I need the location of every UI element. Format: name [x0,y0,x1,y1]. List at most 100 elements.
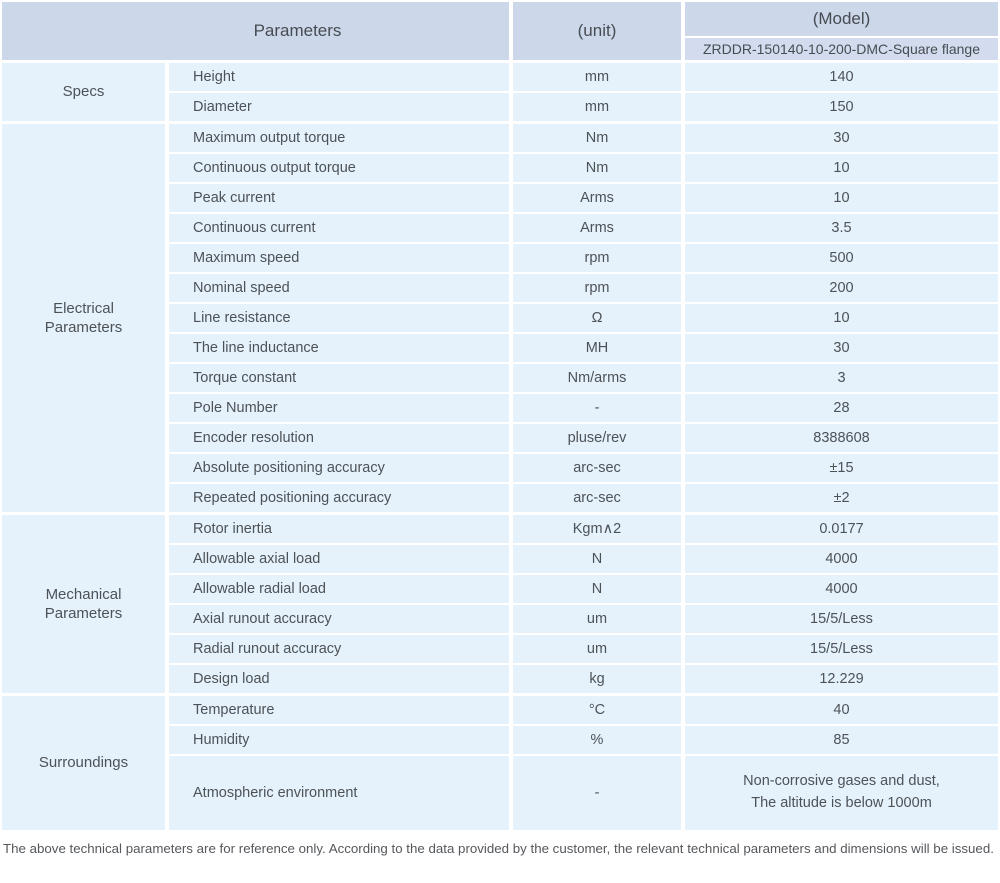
param-value-cell: 15/5/Less [685,605,998,633]
param-value-cell: 3.5 [685,214,998,242]
section-rows: Rotor inertia Kgm∧2 0.0177 Allowable axi… [169,515,998,693]
param-name-cell: Atmospheric environment [169,756,509,830]
param-name-cell: Continuous current [169,214,509,242]
param-name-cell: Rotor inertia [169,515,509,543]
param-value-cell: 12.229 [685,665,998,693]
param-unit-cell: rpm [513,274,681,302]
param-name-cell: Design load [169,665,509,693]
param-unit-cell: rpm [513,244,681,272]
section-electrical-parameters: Electrical Parameters Maximum output tor… [2,124,998,512]
param-name-cell: Allowable axial load [169,545,509,573]
param-value-cell: 140 [685,63,998,91]
param-value-cell: 10 [685,154,998,182]
param-unit-cell: mm [513,63,681,91]
param-name-cell: Absolute positioning accuracy [169,454,509,482]
param-unit-cell: Arms [513,214,681,242]
table-row: Temperature °C 40 [169,696,998,724]
model-subheader: ZRDDR-150140-10-200-DMC-Square flange [685,38,998,60]
param-name-cell: Torque constant [169,364,509,392]
table-row: Radial runout accuracy um 15/5/Less [169,635,998,663]
param-unit-cell: - [513,756,681,830]
param-value-cell: 40 [685,696,998,724]
param-name-cell: Diameter [169,93,509,121]
footer-note: The above technical parameters are for r… [3,841,994,856]
section-label: Electrical Parameters [2,124,165,512]
param-unit-cell: - [513,394,681,422]
table-row: Axial runout accuracy um 15/5/Less [169,605,998,633]
param-unit-cell: Nm [513,154,681,182]
param-value-cell: ±2 [685,484,998,512]
param-unit-cell: Nm/arms [513,364,681,392]
param-unit-cell: um [513,605,681,633]
param-unit-cell: N [513,575,681,603]
section-label: Mechanical Parameters [2,515,165,693]
table-row: Continuous current Arms 3.5 [169,214,998,242]
param-unit-cell: mm [513,93,681,121]
param-value-cell: 4000 [685,575,998,603]
table-row: Absolute positioning accuracy arc-sec ±1… [169,454,998,482]
table-row: Maximum speed rpm 500 [169,244,998,272]
param-unit-cell: Ω [513,304,681,332]
param-unit-cell: um [513,635,681,663]
param-value-cell: 0.0177 [685,515,998,543]
table-row: Peak current Arms 10 [169,184,998,212]
table-row: Continuous output torque Nm 10 [169,154,998,182]
param-value-cell: 30 [685,124,998,152]
table-header: Parameters (unit) (Model) ZRDDR-150140-1… [2,2,998,60]
param-unit-cell: Kgm∧2 [513,515,681,543]
param-name-cell: Nominal speed [169,274,509,302]
table-row: Torque constant Nm/arms 3 [169,364,998,392]
value-line: The altitude is below 1000m [751,795,932,811]
section-rows: Height mm 140 Diameter mm 150 [169,63,998,121]
param-name-cell: Maximum speed [169,244,509,272]
param-value-cell: 15/5/Less [685,635,998,663]
param-value-cell: 4000 [685,545,998,573]
param-name-cell: Axial runout accuracy [169,605,509,633]
table-row: Height mm 140 [169,63,998,91]
param-name-cell: Repeated positioning accuracy [169,484,509,512]
param-value-cell: 30 [685,334,998,362]
param-value-cell: 200 [685,274,998,302]
param-name-cell: The line inductance [169,334,509,362]
param-name-cell: Temperature [169,696,509,724]
param-unit-cell: kg [513,665,681,693]
table-row: Repeated positioning accuracy arc-sec ±2 [169,484,998,512]
table-row: Allowable axial load N 4000 [169,545,998,573]
section-label: Surroundings [2,696,165,830]
param-name-cell: Height [169,63,509,91]
section-specs: Specs Height mm 140 Diameter mm 150 [2,63,998,121]
param-name-cell: Peak current [169,184,509,212]
param-value-cell: 8388608 [685,424,998,452]
table-row: Maximum output torque Nm 30 [169,124,998,152]
table-row: Pole Number - 28 [169,394,998,422]
value-line: Non-corrosive gases and dust, [743,773,940,790]
param-unit-cell: pluse/rev [513,424,681,452]
param-unit-cell: arc-sec [513,484,681,512]
section-rows: Temperature °C 40 Humidity % 85 Atmosphe… [169,696,998,830]
param-value-cell: 10 [685,304,998,332]
param-value-cell: 28 [685,394,998,422]
param-unit-cell: N [513,545,681,573]
param-value-cell: 500 [685,244,998,272]
param-name-cell: Allowable radial load [169,575,509,603]
section-mechanical-parameters: Mechanical Parameters Rotor inertia Kgm∧… [2,515,998,693]
table-row: Diameter mm 150 [169,93,998,121]
table-row: Nominal speed rpm 200 [169,274,998,302]
parameters-header: Parameters [2,2,509,60]
param-unit-cell: MH [513,334,681,362]
param-name-cell: Humidity [169,726,509,754]
param-name-cell: Pole Number [169,394,509,422]
table-row: The line inductance MH 30 [169,334,998,362]
param-unit-cell: Nm [513,124,681,152]
param-name-cell: Encoder resolution [169,424,509,452]
param-name-cell: Radial runout accuracy [169,635,509,663]
section-rows: Maximum output torque Nm 30 Continuous o… [169,124,998,512]
table-row: Rotor inertia Kgm∧2 0.0177 [169,515,998,543]
spec-sheet: Parameters (unit) (Model) ZRDDR-150140-1… [2,2,998,856]
section-surroundings: Surroundings Temperature °C 40 Humidity … [2,696,998,830]
table-row: Encoder resolution pluse/rev 8388608 [169,424,998,452]
table-row: Design load kg 12.229 [169,665,998,693]
table-row: Atmospheric environment - Non-corrosive … [169,756,998,830]
param-value-cell: Non-corrosive gases and dust, The altitu… [685,756,998,830]
param-value-cell: 150 [685,93,998,121]
